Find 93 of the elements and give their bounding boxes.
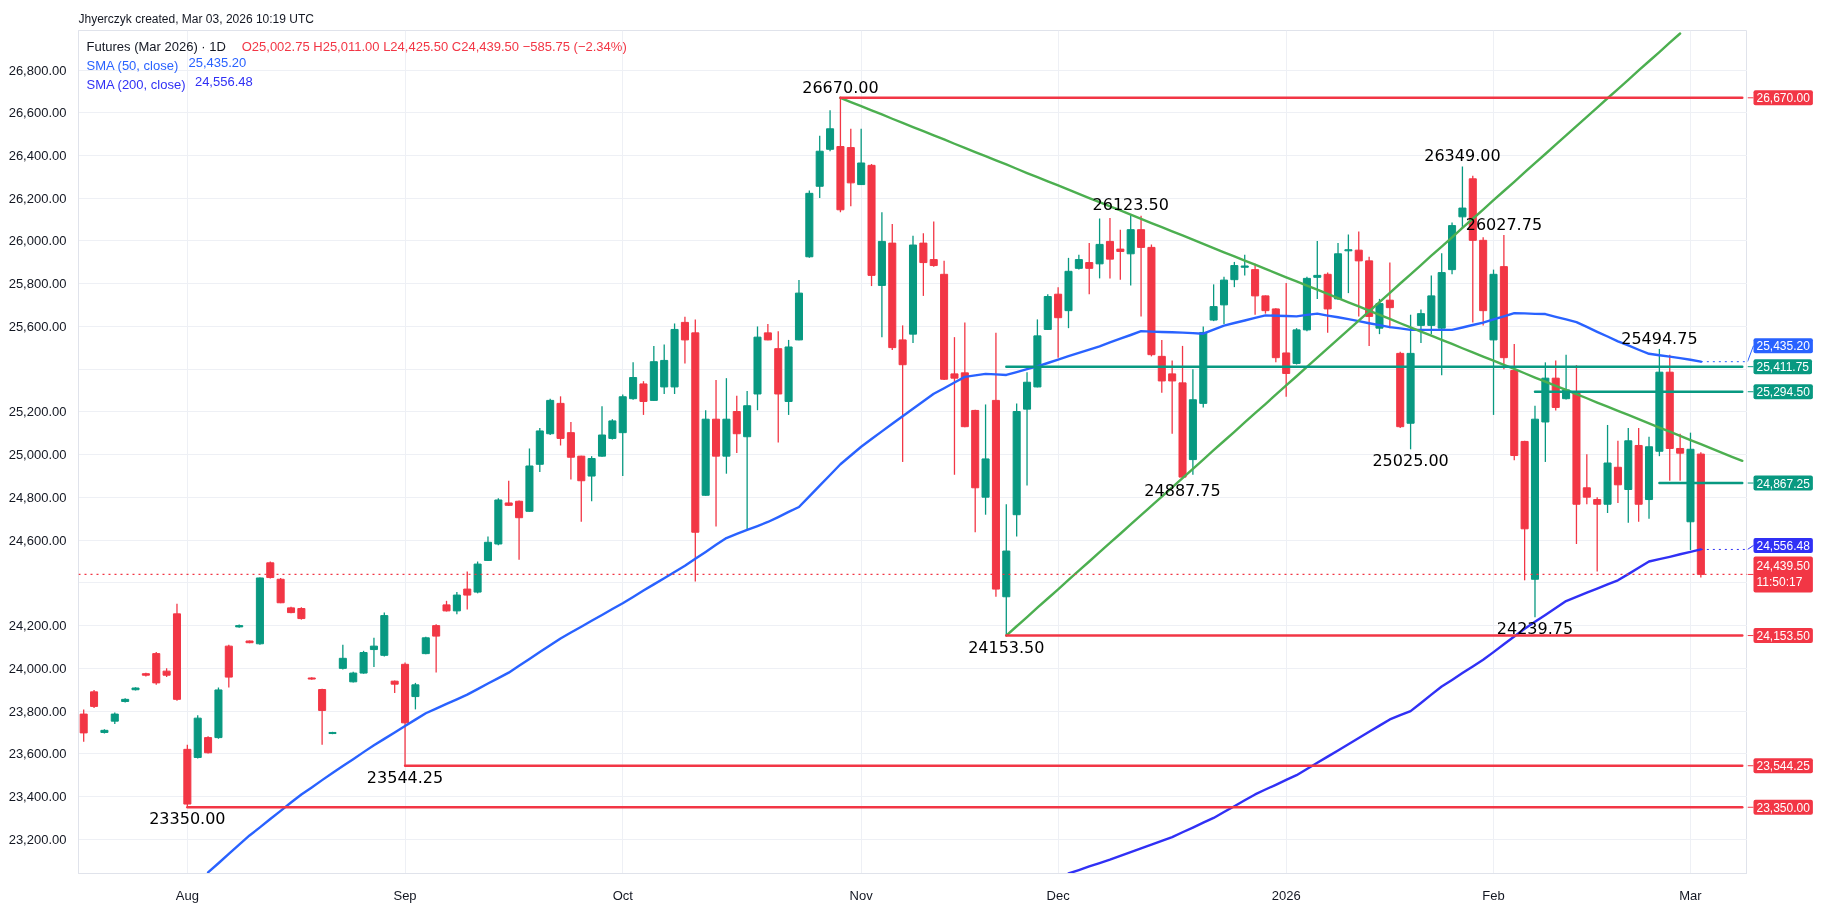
- x-tick-label: 2026: [1271, 887, 1301, 903]
- data-label: 24,153.50: [1756, 629, 1811, 644]
- candlestick: [919, 232, 928, 297]
- candlestick: [90, 689, 99, 709]
- candlestick: [1344, 233, 1353, 294]
- candlestick: [1137, 215, 1146, 318]
- data-label: 24,867.25: [1756, 476, 1811, 491]
- x-tick-label: Sep: [393, 887, 417, 903]
- candlestick: [1116, 229, 1125, 281]
- candlestick: [950, 336, 959, 476]
- y-tick-label: 25,600.00: [8, 318, 67, 334]
- candlestick: [452, 591, 461, 615]
- candlestick: [629, 361, 638, 401]
- candlestick: [1416, 308, 1425, 344]
- text: SMA (200, close): [86, 76, 186, 92]
- y-tick-label: 26,200.00: [8, 190, 67, 206]
- candlestick: [1385, 261, 1394, 329]
- y-tick-label: 26,400.00: [8, 148, 67, 164]
- y-tick-label: 25,000.00: [8, 447, 67, 463]
- candlestick: [1054, 286, 1063, 359]
- y-tick-label: 26,600.00: [8, 105, 67, 121]
- y-tick-label: 25,200.00: [8, 404, 67, 420]
- candlestick: [483, 535, 492, 562]
- data-label: 23,544.25: [1756, 759, 1811, 774]
- candlestick: [857, 128, 866, 186]
- annotation: 23544.25: [366, 767, 444, 787]
- x-tick-label: Oct: [612, 887, 634, 903]
- y-tick-label: 24,600.00: [8, 532, 67, 548]
- y-tick-label: 25,800.00: [8, 276, 67, 292]
- annotation: 26670.00: [802, 77, 879, 97]
- annotation: 26349.00: [1424, 146, 1501, 166]
- y-tick-label: 23,800.00: [8, 703, 67, 719]
- candlestick: [504, 480, 513, 507]
- candlestick: [318, 688, 327, 746]
- x-tick-label: Nov: [849, 887, 874, 903]
- annotation: 23350.00: [149, 809, 226, 829]
- data-label: 25,435.20: [1756, 339, 1811, 354]
- y-tick-label: 26,000.00: [8, 233, 67, 249]
- candlestick: [732, 395, 741, 454]
- y-tick-label: 24,000.00: [8, 660, 67, 676]
- candlestick: [1105, 217, 1114, 280]
- x-tick-label: Dec: [1046, 887, 1071, 903]
- candlestick: [515, 499, 524, 561]
- candlestick: [1095, 217, 1104, 280]
- candlestick: [79, 708, 88, 743]
- x-tick-label: Aug: [175, 887, 199, 903]
- candlestick: [587, 455, 596, 502]
- data-label: 25,411.75: [1756, 360, 1810, 375]
- y-tick-label: 24,200.00: [8, 618, 67, 634]
- y-tick-label: 23,200.00: [8, 831, 67, 847]
- data-label: 24,556.48: [1756, 538, 1811, 553]
- annotation: 25025.00: [1372, 451, 1449, 471]
- candlestick: [826, 109, 835, 152]
- candlestick: [1230, 261, 1239, 288]
- candlestick: [1676, 433, 1685, 482]
- text: SMA (50, close): [86, 57, 179, 73]
- candlestick: [1354, 230, 1363, 318]
- y-tick-label: 23,600.00: [8, 746, 67, 762]
- candlestick: [1582, 453, 1591, 505]
- text: O25,002.75 H25,011.00 L24,425.50 C24,439.50 −585.75 (−2.34%): [241, 38, 627, 54]
- x-tick-label: Mar: [1679, 887, 1703, 903]
- data-label: 25,294.50: [1756, 385, 1811, 400]
- data-label: 23,350.00: [1756, 800, 1811, 815]
- annotation: 24153.50: [968, 637, 1045, 657]
- candlestick: [338, 644, 347, 671]
- ref-line-label: 24,439.50 11:50:17: [1756, 559, 1811, 590]
- candlestick: [639, 380, 648, 416]
- candlestick: [1085, 242, 1094, 295]
- candlestick: [359, 650, 368, 675]
- text: Futures (Mar 2026) · 1D: [86, 38, 226, 54]
- candlestick: [411, 682, 420, 711]
- candlestick: [1613, 440, 1622, 504]
- candlestick: [1261, 294, 1270, 315]
- candlestick: [680, 315, 689, 365]
- text: 24,556.48: [194, 73, 253, 89]
- data-label: 26,670.00: [1756, 91, 1811, 106]
- text: 25,435.20: [188, 54, 247, 70]
- candlestick: [276, 577, 285, 604]
- candlestick: [1593, 496, 1602, 573]
- candlestick: [1168, 359, 1177, 435]
- y-tick-label: 26,800.00: [8, 62, 67, 78]
- text: Jhyerczyk created, Mar 03, 2026 10:19 UTC: [78, 11, 315, 26]
- candlestick: [929, 220, 938, 268]
- candlestick: [1313, 240, 1322, 300]
- y-tick-label: 24,800.00: [8, 489, 67, 505]
- candlestick: [369, 637, 378, 668]
- y-tick-label: 23,400.00: [8, 789, 67, 805]
- x-tick-label: Feb: [1482, 887, 1505, 903]
- candlestick: [432, 623, 441, 674]
- candlestick: [597, 405, 607, 458]
- candlestick: [1209, 283, 1218, 322]
- candlestick: [1240, 254, 1249, 277]
- annotation: 25494.75: [1621, 328, 1698, 348]
